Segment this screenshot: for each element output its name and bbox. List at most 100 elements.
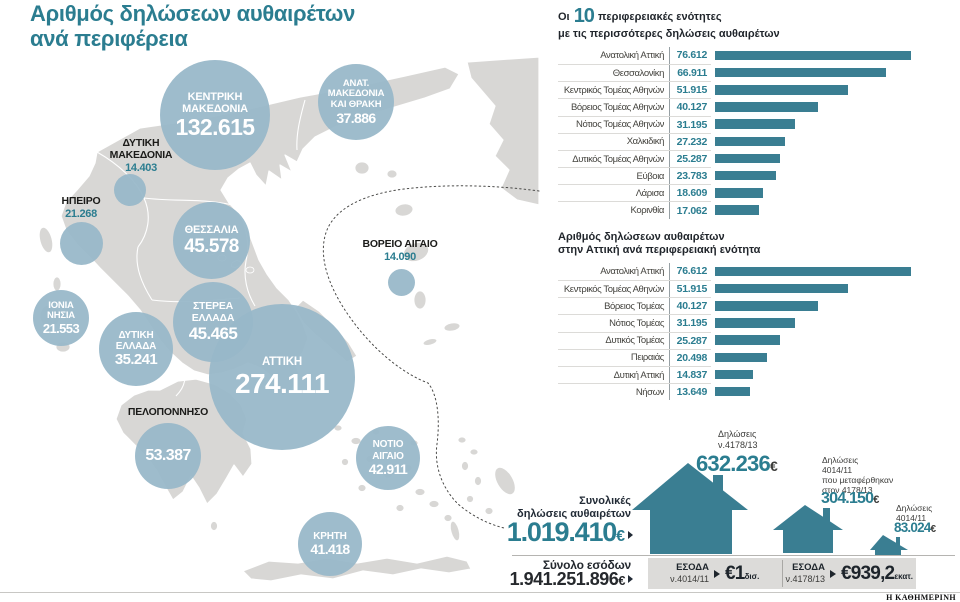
strip-divider <box>781 560 783 587</box>
house-icon-small <box>870 535 908 555</box>
region-name: ΘΕΣΣΑΛΙΑ <box>184 224 239 237</box>
bar-value: 51.915 <box>676 84 708 97</box>
bar-row: Πειραιάς 20.498 <box>558 348 920 366</box>
revenue-label: ΕΣΟΔΑ <box>792 562 825 574</box>
page-title-line2: ανά περιφέρεια <box>30 25 188 51</box>
revenue-strip: ΕΣΟΔΑ ν.4014/11 €1δισ. ΕΣΟΔΑ ν.4178/13 €… <box>648 558 916 589</box>
bar-row: Θεσσαλονίκη 66.911 <box>558 63 920 82</box>
title-big-number: 10 <box>573 5 595 27</box>
region-value: 37.886 <box>336 109 376 126</box>
bar-value: 66.911 <box>677 67 707 80</box>
bar-row: Δυτική Αττική 14.837 <box>558 365 920 384</box>
bar-row: Ανατολική Αττική 76.612 <box>558 46 920 64</box>
bar-value: 76.612 <box>676 265 708 278</box>
label-ipeiros: ΗΠΕΙΡΟ 21.268 <box>61 195 101 220</box>
region-value: 132.615 <box>175 114 256 141</box>
house-large-value: 632.236€ <box>696 451 778 476</box>
bar-label: Ανατολική Αττική <box>558 46 670 64</box>
bar-row: Ανατολική Αττική 76.612 <box>558 262 920 280</box>
bar-label: Δυτικός Τομέας <box>558 332 670 349</box>
region-bubble-kriti: ΚΡΗΤΗ 41.418 <box>298 512 362 576</box>
region-bubble-peloponnisos: 53.387 <box>135 423 201 489</box>
bar-label: Νήσων <box>558 384 670 401</box>
region-bubble-dytiki-makedonia <box>114 174 146 206</box>
bar-row: Εύβοια 23.783 <box>558 167 920 185</box>
bar <box>715 386 750 397</box>
bar-value: 31.195 <box>676 118 708 131</box>
attica-chart-title: Αριθμός δηλώσεων αυθαιρέτων στην Αττική … <box>558 231 761 257</box>
region-name: ΙΟΝΙΑ ΝΗΣΙΑ <box>47 299 75 322</box>
summary-divider-line <box>512 555 955 556</box>
bar-value: 40.127 <box>676 101 708 114</box>
bar-row: Κορινθία 17.062 <box>558 201 920 219</box>
region-bubble-anat-makedonia-thraki: ΑΝΑΤ. ΜΑΚΕΔΟΝΙΑ ΚΑΙ ΘΡΑΚΗ 37.886 <box>318 64 394 140</box>
region-bubble-ionia-nisia: ΙΟΝΙΑ ΝΗΣΙΑ 21.553 <box>33 290 89 346</box>
region-value: 21.553 <box>42 320 80 336</box>
house-small-value: 83.024€ <box>894 520 937 535</box>
bar <box>715 301 818 311</box>
bar-row: Κεντρικός Τομέας Αθηνών 51.915 <box>558 81 920 99</box>
region-name: ΔΥΤΙΚΗ ΕΛΛΑΔΑ <box>115 329 157 353</box>
bar-label: Νότιος Τομέας <box>558 315 670 332</box>
bar-label: Βόρειος Τομέας Αθηνών <box>558 99 670 116</box>
house-small-label: Δηλώσεις 4014/11 <box>896 503 933 524</box>
label-peloponnisos: ΠΕΛΟΠΟΝΝΗΣΟ <box>127 406 209 418</box>
bar-row: Βόρειος Τομέας Αθηνών 40.127 <box>558 98 920 116</box>
arrow-right-icon <box>830 569 836 578</box>
bar-row: Νότιος Τομέας Αθηνών 31.195 <box>558 115 920 133</box>
label-voreio-aigaio: ΒΟΡΕΙΟ ΑΙΓΑΙΟ 14.090 <box>362 238 438 263</box>
region-name: ΣΤΕΡΕΑ ΕΛΛΑΔΑ <box>191 300 235 325</box>
bar-label: Ανατολική Αττική <box>558 262 670 280</box>
revenue-box-4014: ΕΣΟΔΑ ν.4014/11 €1δισ. <box>648 558 782 589</box>
arrow-right-icon <box>714 569 721 578</box>
region-name: ΚΡΗΤΗ <box>313 531 347 543</box>
revenue-amount: €939,2 <box>841 562 895 584</box>
house-large-label: Δηλώσεις ν.4178/13 <box>718 429 758 450</box>
bar <box>715 85 848 95</box>
house-medium-label: Δηλώσεις 4014/11 που μεταφέρθηκαν στον 4… <box>822 455 894 496</box>
region-name: ΑΝΑΤ. ΜΑΚΕΔΟΝΙΑ ΚΑΙ ΘΡΑΚΗ <box>327 77 385 110</box>
bar <box>715 67 887 78</box>
arrow-right-icon <box>628 575 633 583</box>
bar-label: Βόρειος Τομέας <box>558 298 670 315</box>
revenue-scale: εκατ. <box>894 571 914 581</box>
bar <box>715 369 753 380</box>
bar-value: 23.783 <box>676 170 708 183</box>
revenue-scale: δισ. <box>744 571 760 581</box>
bar-label: Νότιος Τομέας Αθηνών <box>558 116 670 133</box>
maritime-boundary-dashed-line <box>322 185 540 529</box>
bar-value: 14.837 <box>676 369 708 382</box>
bar-row: Δυτικός Τομέας 25.287 <box>558 331 920 349</box>
region-value: 53.387 <box>145 446 191 464</box>
region-value: 35.241 <box>114 351 158 369</box>
region-value: 45.465 <box>188 323 238 343</box>
region-bubble-thessalia: ΘΕΣΣΑΛΙΑ 45.578 <box>173 202 250 279</box>
footer-rule <box>0 592 960 593</box>
total-revenue-label: Σύνολο εσόδων <box>542 558 631 572</box>
region-bubble-sterea-ellada: ΣΤΕΡΕΑ ΕΛΛΑΔΑ 45.465 <box>173 282 253 362</box>
bar-value: 27.232 <box>676 135 708 148</box>
revenue-law: ν.4178/13 <box>785 573 825 584</box>
bar-label: Λάρισα <box>558 185 670 202</box>
region-bubble-voreio-aigaio <box>388 269 415 296</box>
region-value: 274.111 <box>235 367 330 399</box>
region-name: ΚΕΝΤΡΙΚΗ ΜΑΚΕΔΟΝΙΑ <box>182 90 248 115</box>
bar-label: Δυτική Αττική <box>558 366 670 384</box>
region-value: 41.418 <box>310 541 350 558</box>
region-bubble-notio-aigaio: ΝΟΤΙΟ ΑΙΓΑΙΟ 42.911 <box>356 426 420 490</box>
bar-value: 25.287 <box>676 153 708 166</box>
bar <box>715 153 780 164</box>
publisher-logo: Η ΚΑΘΗΜΕΡΙΝΗ <box>886 593 956 602</box>
attica-bar-chart: Αριθμός δηλώσεων αυθαιρέτων στην Αττική … <box>558 231 920 401</box>
revenue-law: ν.4014/11 <box>670 573 710 584</box>
bar-label: Κεντρικός Τομέας Αθηνών <box>558 281 670 298</box>
bar-value: 31.195 <box>676 317 708 330</box>
bar-value: 17.062 <box>676 204 708 217</box>
bar <box>715 50 911 61</box>
bar <box>715 119 795 129</box>
total-declarations-label: Συνολικές δηλώσεις αυθαιρέτων <box>517 495 631 520</box>
bar <box>715 266 911 277</box>
region-bubble-dytiki-ellada: ΔΥΤΙΚΗ ΕΛΛΑΔΑ 35.241 <box>99 312 173 386</box>
bar-label: Κορινθία <box>558 202 670 219</box>
bar-label: Εύβοια <box>558 168 670 185</box>
